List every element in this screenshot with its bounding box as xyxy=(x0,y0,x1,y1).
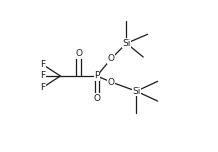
Text: O: O xyxy=(108,78,115,87)
Text: F: F xyxy=(40,60,45,69)
Text: F: F xyxy=(40,71,45,81)
Text: O: O xyxy=(93,93,100,103)
Text: O: O xyxy=(75,49,82,59)
Text: Si: Si xyxy=(122,39,131,48)
Text: P: P xyxy=(94,71,100,81)
Text: O: O xyxy=(108,54,115,63)
Text: F: F xyxy=(40,83,45,92)
Text: Si: Si xyxy=(132,87,141,96)
